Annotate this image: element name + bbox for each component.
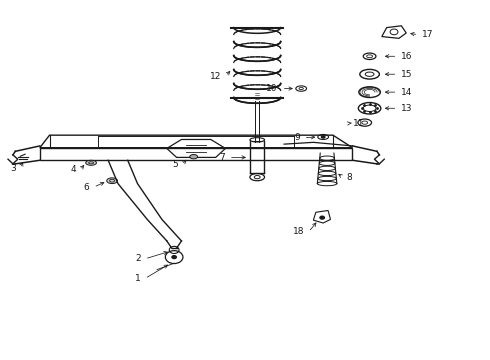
Circle shape [319, 216, 325, 220]
Text: 18: 18 [293, 228, 305, 237]
Text: 14: 14 [401, 87, 413, 96]
Text: 16: 16 [401, 52, 413, 61]
Text: 15: 15 [401, 70, 413, 79]
Text: 9: 9 [294, 133, 300, 142]
Text: 2: 2 [135, 255, 141, 264]
Ellipse shape [190, 154, 197, 159]
Text: 5: 5 [172, 160, 177, 169]
Circle shape [321, 135, 326, 139]
Ellipse shape [86, 160, 97, 165]
Text: 13: 13 [401, 104, 413, 113]
Text: 10: 10 [266, 84, 278, 93]
Text: 11: 11 [352, 119, 364, 128]
Text: 3: 3 [11, 164, 16, 173]
Text: 4: 4 [71, 166, 76, 175]
Circle shape [171, 255, 177, 259]
Text: 12: 12 [210, 72, 221, 81]
Text: 1: 1 [135, 274, 141, 283]
Text: 17: 17 [422, 30, 434, 39]
Text: 7: 7 [219, 153, 225, 162]
Text: 8: 8 [346, 173, 352, 182]
Text: 6: 6 [84, 183, 90, 192]
Ellipse shape [107, 178, 118, 184]
